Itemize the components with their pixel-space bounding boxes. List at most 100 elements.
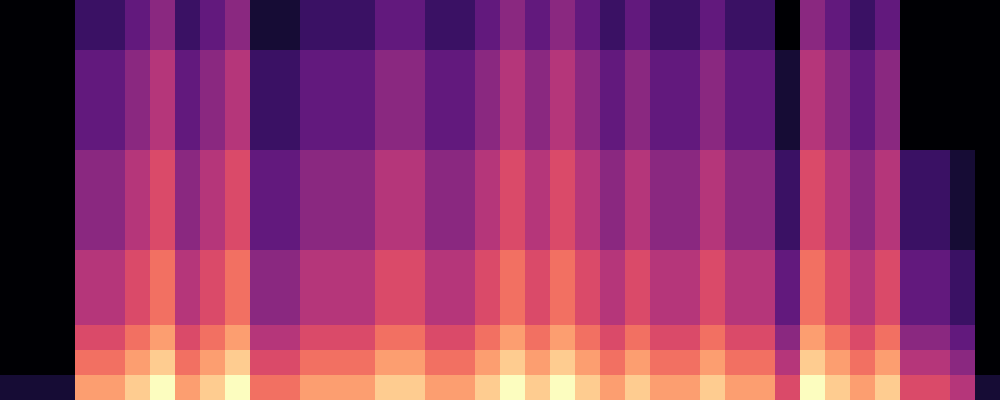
cell [875, 0, 901, 26]
cell [300, 125, 326, 151]
cell [850, 25, 876, 51]
cell [950, 250, 976, 276]
cell [550, 325, 576, 351]
cell [600, 0, 626, 26]
cell [300, 300, 326, 326]
cell [775, 100, 801, 126]
cell [900, 150, 926, 176]
cell [675, 250, 701, 276]
cell [500, 300, 526, 326]
cell [250, 25, 276, 51]
cell [925, 200, 951, 226]
cell [275, 250, 301, 276]
cell [225, 75, 251, 101]
cell [750, 350, 776, 376]
cell [425, 100, 451, 126]
cell [625, 150, 651, 176]
cell [50, 125, 76, 151]
cell [325, 375, 351, 400]
cell [225, 0, 251, 26]
cell [575, 100, 601, 126]
cell [150, 325, 176, 351]
cell [225, 100, 251, 126]
cell [550, 250, 576, 276]
cell [775, 275, 801, 301]
cell [300, 225, 326, 251]
cell [350, 75, 376, 101]
cell [0, 300, 26, 326]
cell [275, 350, 301, 376]
cell [725, 300, 751, 326]
cell [325, 0, 351, 26]
cell [125, 200, 151, 226]
cell [325, 125, 351, 151]
cell [300, 350, 326, 376]
cell [125, 0, 151, 26]
cell [800, 350, 826, 376]
cell [900, 275, 926, 301]
cell [550, 300, 576, 326]
cell [350, 225, 376, 251]
cell [925, 25, 951, 51]
cell [850, 325, 876, 351]
cell [625, 75, 651, 101]
cell [525, 25, 551, 51]
cell [175, 350, 201, 376]
cell [225, 25, 251, 51]
cell [50, 275, 76, 301]
cell [800, 200, 826, 226]
cell [150, 275, 176, 301]
cell [425, 175, 451, 201]
cell [400, 75, 426, 101]
cell [650, 125, 676, 151]
cell [575, 225, 601, 251]
cell [550, 350, 576, 376]
cell [875, 350, 901, 376]
cell [150, 225, 176, 251]
cell [975, 250, 1000, 276]
cell [250, 125, 276, 151]
cell [350, 150, 376, 176]
cell [950, 0, 976, 26]
cell [250, 75, 276, 101]
cell [475, 350, 501, 376]
cell [150, 300, 176, 326]
cell [975, 75, 1000, 101]
cell [350, 300, 376, 326]
cell [775, 50, 801, 76]
cell [275, 75, 301, 101]
cell [375, 75, 401, 101]
cell [825, 75, 851, 101]
cell [775, 375, 801, 400]
cell [175, 225, 201, 251]
cell [800, 250, 826, 276]
cell [0, 175, 26, 201]
cell [450, 375, 476, 400]
cell [500, 100, 526, 126]
cell [250, 350, 276, 376]
cell [750, 250, 776, 276]
cell [800, 175, 826, 201]
cell [850, 125, 876, 151]
cell [425, 50, 451, 76]
cell [625, 325, 651, 351]
cell [375, 150, 401, 176]
cell [125, 225, 151, 251]
cell [925, 125, 951, 151]
cell [325, 200, 351, 226]
cell [25, 175, 51, 201]
cell [100, 150, 126, 176]
cell [900, 350, 926, 376]
cell [200, 75, 226, 101]
cell [925, 75, 951, 101]
cell [800, 0, 826, 26]
cell [350, 350, 376, 376]
cell [300, 275, 326, 301]
cell [100, 225, 126, 251]
cell [350, 375, 376, 400]
cell [475, 100, 501, 126]
cell [525, 150, 551, 176]
cell [400, 0, 426, 26]
cell [325, 100, 351, 126]
cell [500, 175, 526, 201]
